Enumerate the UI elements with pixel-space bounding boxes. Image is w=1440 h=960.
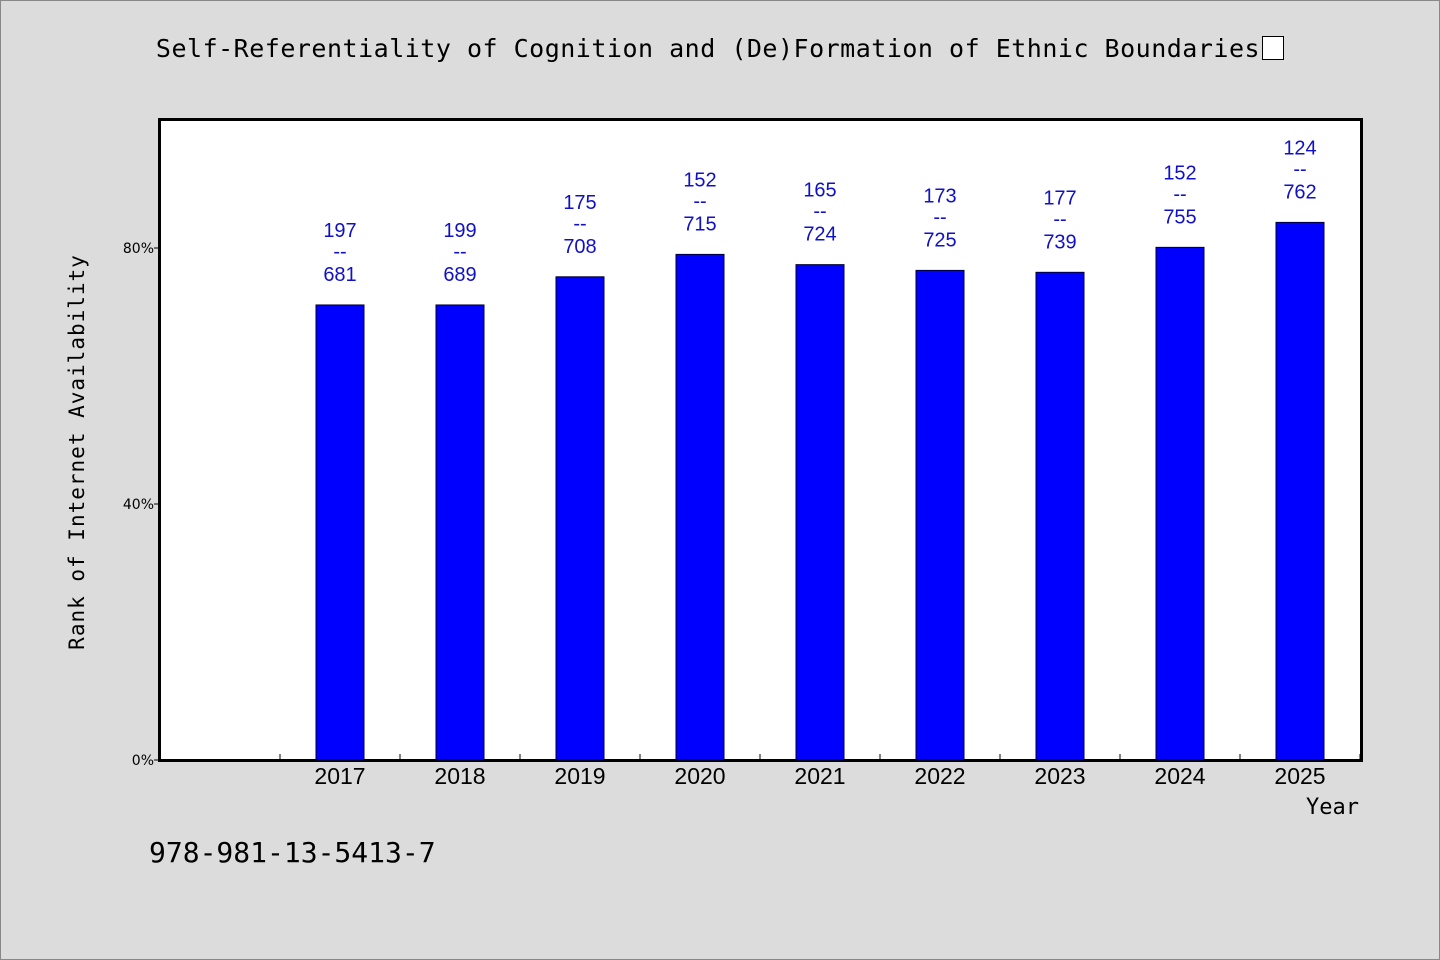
y-tick-label: 80% <box>123 241 154 257</box>
data-label-bottom: 708 <box>563 236 596 258</box>
bar <box>1275 221 1325 761</box>
x-tick-label: 2020 <box>674 763 725 789</box>
isbn-text: 978-981-13-5413-7 <box>149 836 436 869</box>
data-label-separator: -- <box>1293 158 1306 180</box>
data-label-top: 177 <box>1043 187 1076 209</box>
x-tick-label: 2025 <box>1274 763 1325 789</box>
data-label-bottom: 724 <box>803 224 836 246</box>
x-tick-label: 2018 <box>434 763 485 789</box>
data-label-separator: -- <box>693 190 706 212</box>
data-label-separator: -- <box>813 201 826 223</box>
data-label-separator: -- <box>1173 183 1186 205</box>
x-tick-label: 2024 <box>1154 763 1205 789</box>
data-label-top: 199 <box>443 220 476 242</box>
data-label-separator: -- <box>933 206 946 228</box>
data-label-bottom: 715 <box>683 213 716 235</box>
missing-glyph-box <box>1262 36 1285 60</box>
data-label-bottom: 689 <box>443 264 476 286</box>
data-label-separator: -- <box>1053 208 1066 230</box>
data-label-separator: -- <box>453 241 466 263</box>
data-label-separator: -- <box>573 213 586 235</box>
chart-title: Self-Referentiality of Cognition and (De… <box>0 34 1440 63</box>
bar <box>795 264 845 761</box>
data-label-top: 175 <box>563 192 596 214</box>
data-label-separator: -- <box>333 241 346 263</box>
data-label-top: 152 <box>1163 162 1196 184</box>
chart-title-text: Self-Referentiality of Cognition and (De… <box>155 34 1261 63</box>
bar <box>915 269 965 761</box>
data-label-top: 165 <box>803 180 836 202</box>
x-axis-label: Year <box>1306 795 1359 820</box>
bar <box>1155 246 1205 761</box>
data-label-bottom: 725 <box>923 229 956 251</box>
data-label-bottom: 755 <box>1163 206 1196 228</box>
data-label-top: 124 <box>1283 137 1316 159</box>
x-tick-label: 2023 <box>1034 763 1085 789</box>
data-label-bottom: 739 <box>1043 231 1076 253</box>
data-label-top: 173 <box>923 185 956 207</box>
bar <box>675 253 725 761</box>
data-label-top: 152 <box>683 169 716 191</box>
bar <box>435 304 485 761</box>
data-label-top: 197 <box>323 220 356 242</box>
y-tick-label: 40% <box>123 497 154 513</box>
bar <box>1035 271 1085 761</box>
y-tick-label: 0% <box>132 753 154 769</box>
bar <box>315 304 365 761</box>
data-label-bottom: 762 <box>1283 181 1316 203</box>
bar <box>555 276 605 761</box>
x-tick-label: 2022 <box>914 763 965 789</box>
x-tick-label: 2019 <box>554 763 605 789</box>
x-tick-label: 2017 <box>314 763 365 789</box>
x-tick-label: 2021 <box>794 763 845 789</box>
data-label-bottom: 681 <box>323 264 356 286</box>
